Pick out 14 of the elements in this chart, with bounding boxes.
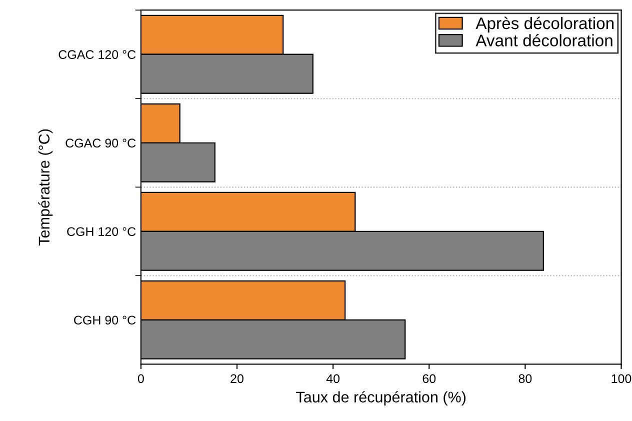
x-tick-label: 20: [230, 374, 244, 384]
x-tick-label: 0: [138, 374, 144, 384]
x-tick-label: 60: [422, 374, 436, 384]
legend-label: Avant décoloration: [476, 34, 612, 46]
y-tick-label: CGAC 90 °C: [66, 138, 136, 148]
y-tick-label: CGAC 120 °C: [58, 50, 136, 60]
x-tick-label: 80: [518, 374, 532, 384]
y-axis-title: Température (°C): [38, 129, 53, 246]
x-tick-label: 100: [612, 374, 632, 384]
y-tick-label: CGH 90 °C: [74, 316, 136, 325]
x-axis-title: Taux de récupération (%): [296, 391, 466, 406]
x-tick-label: 40: [326, 374, 340, 384]
y-tick-label: CGH 120 °C: [67, 227, 136, 236]
legend-label: Après décoloration: [476, 16, 614, 32]
